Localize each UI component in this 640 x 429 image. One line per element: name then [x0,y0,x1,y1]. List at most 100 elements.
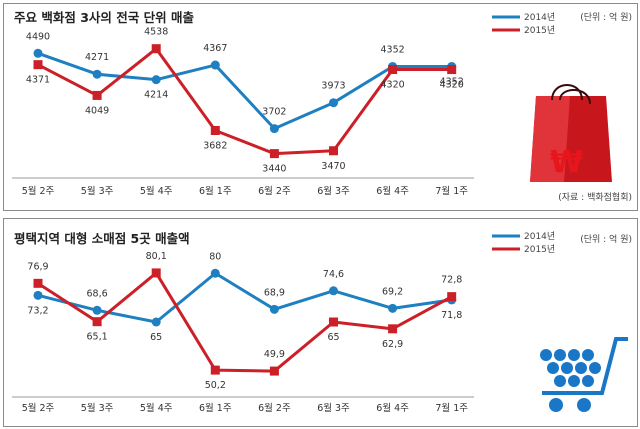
data-point [269,124,279,134]
line-chart-department-stores: 주요 백화점 3사의 전국 단위 매출 2014년 2015년 (단위 : 억 … [12,10,632,203]
data-point [210,365,220,375]
data-point [92,305,102,315]
data-label: 4490 [26,31,50,42]
chart-title: 평택지역 대형 소매점 5곳 매출액 [14,231,190,246]
data-point [269,149,279,159]
svg-text:₩: ₩ [550,145,583,180]
data-label: 68,6 [87,288,108,299]
legend: 2014년 2015년 [492,12,555,36]
data-point [151,268,161,278]
data-label: 50,2 [205,380,226,391]
data-point [388,65,398,75]
data-label: 65 [150,332,162,343]
data-label: 69,2 [382,286,403,297]
x-tick-label: 5월 4주 [140,185,173,197]
x-tick-label: 6월 4주 [376,402,409,414]
data-point [210,125,220,135]
data-point [210,60,220,70]
data-point [269,366,279,376]
x-tick-label: 5월 4주 [140,402,173,414]
data-point [329,98,338,108]
legend: 2014년 2015년 [492,231,555,255]
data-label: 71,8 [441,310,462,321]
legend-label-2014: 2014년 [524,231,555,242]
data-label: 80 [209,251,221,262]
data-label: 4538 [144,27,168,38]
data-label: 4352 [440,76,464,87]
data-point [92,69,102,79]
data-label: 3702 [262,107,286,118]
data-label: 4049 [85,105,109,116]
data-point [151,44,161,54]
data-point [388,324,398,334]
data-point [210,268,220,278]
data-label: 4320 [381,80,405,91]
shopping-cart-icon [540,337,628,412]
data-label: 72,8 [441,275,462,286]
data-label: 3470 [321,161,345,172]
data-point [151,75,161,85]
legend-label-2015: 2015년 [524,25,555,36]
unit-label: (단위 : 억 원) [580,233,632,245]
legend-label-2015: 2015년 [524,244,555,255]
data-label: 74,6 [323,269,344,280]
shopping-bag-icon: ₩ [530,84,612,182]
data-label: 49,9 [264,349,285,360]
data-point [329,146,338,156]
x-tick-label: 5월 3주 [81,185,114,197]
x-tick-label: 6월 3주 [317,402,350,414]
x-tick-label: 6월 4주 [376,185,409,197]
data-point [329,317,338,327]
x-tick-label: 7월 1주 [435,185,468,197]
legend-label-2014: 2014년 [524,12,555,23]
data-point [151,317,161,327]
data-point [33,60,43,70]
source-label: (자료 : 백화점협회) [558,191,632,203]
x-tick-label: 6월 3주 [317,185,350,197]
x-tick-label: 6월 1주 [199,185,232,197]
data-label: 65,1 [87,332,108,343]
data-label: 4271 [85,52,109,63]
series-line-2015 [37,271,453,373]
data-point [447,292,457,302]
data-label: 68,9 [264,287,285,298]
x-tick-label: 5월 2주 [22,185,55,197]
chart-panel-department-stores: 주요 백화점 3사의 전국 단위 매출 2014년 2015년 (단위 : 억 … [3,3,638,211]
x-tick-label: 7월 1주 [435,402,468,414]
data-label: 4352 [381,44,405,55]
data-point [329,286,338,296]
data-label: 73,2 [27,305,48,316]
series-line-2014 [37,51,452,131]
data-label: 4367 [203,43,227,54]
x-tick-label: 6월 2주 [258,402,291,414]
data-point [447,65,457,75]
data-point [33,48,43,58]
data-label: 4214 [144,90,168,101]
data-label: 4320 [440,80,464,91]
x-tick-label: 6월 2주 [258,185,291,197]
chart-title: 주요 백화점 3사의 전국 단위 매출 [14,10,194,25]
data-point [33,278,43,288]
data-point [33,290,43,300]
data-point [269,304,279,314]
plot-area: 4490 4271 4214 4367 3702 3973 4352 4352 4371 4049… [26,27,464,175]
x-tick-label: 5월 2주 [22,402,55,414]
data-label: 62,9 [382,339,403,350]
plot-area: 73,2 68,6 65 80 68,9 74,6 69,2 71,8 76,9 65,1 80,1… [27,251,462,391]
data-label: 3973 [321,81,345,92]
data-label: 3440 [262,164,286,175]
x-tick-label: 5월 3주 [81,402,114,414]
data-point [92,317,102,327]
data-label: 4371 [26,75,50,86]
data-point [388,303,398,313]
data-label: 3682 [203,140,227,151]
unit-label: (단위 : 억 원) [580,11,632,23]
data-label: 76,9 [27,261,48,272]
data-label: 80,1 [146,251,167,262]
data-point [92,90,102,100]
series-line-2015 [37,47,452,156]
data-label: 65 [327,332,339,343]
x-tick-label: 6월 1주 [199,402,232,414]
line-chart-pyeongtaek-retail: 평택지역 대형 소매점 5곳 매출액 2014년 2015년 (단위 : 억 원… [12,231,632,414]
chart-panel-pyeongtaek-retail: 평택지역 대형 소매점 5곳 매출액 2014년 2015년 (단위 : 억 원… [3,218,638,427]
